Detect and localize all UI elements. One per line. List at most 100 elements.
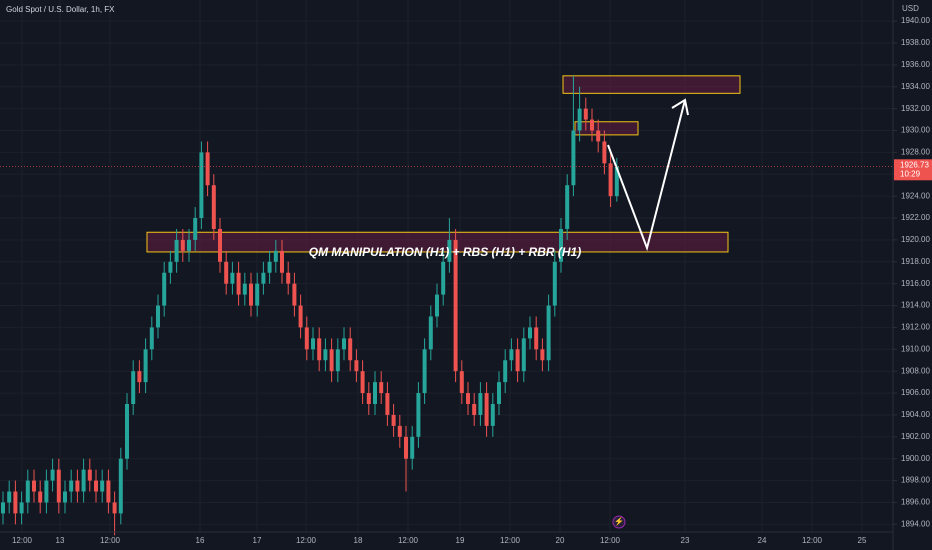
x-tick-label: 16: [196, 536, 205, 545]
y-tick-label: 1902.00: [901, 432, 930, 441]
candle-body: [81, 469, 86, 492]
candle-body: [106, 480, 111, 503]
projection-arrow: [607, 99, 686, 252]
candle-body: [205, 152, 210, 186]
candle-body: [447, 239, 452, 262]
candle-body: [168, 261, 173, 273]
candle-body: [335, 349, 340, 372]
candle-body: [596, 130, 601, 142]
candle-body: [342, 338, 346, 350]
zone: [146, 231, 729, 253]
candle-body: [577, 108, 582, 131]
candle-body: [484, 393, 489, 426]
candle-body: [397, 425, 402, 437]
candle-body: [218, 228, 222, 262]
x-tick-label: 12:00: [802, 536, 823, 545]
candle-body: [162, 272, 167, 306]
candle-body: [174, 239, 179, 262]
candle-body: [608, 163, 613, 197]
candle-body: [410, 436, 415, 459]
candle-body: [32, 480, 36, 492]
axes: 1894.00 1896.00 1898.00 1900.00 1902.00 1904.…: [0, 16, 932, 545]
candle-body: [50, 469, 55, 481]
candle-body: [497, 382, 501, 405]
candle-body: [267, 261, 272, 273]
arrow-head: [671, 98, 689, 116]
candle-body: [280, 250, 284, 273]
grid: [0, 0, 893, 532]
candle-body: [100, 480, 105, 492]
x-tick-label: 17: [253, 536, 262, 545]
candle-body: [515, 349, 520, 372]
candle-body: [261, 272, 266, 284]
candle-body: [149, 327, 154, 350]
candle-body: [317, 338, 322, 361]
candle-body: [546, 305, 551, 361]
currency: USD: [902, 4, 919, 13]
x-tick-label: 12:00: [296, 536, 317, 545]
y-tick-label: 1896.00: [901, 498, 930, 507]
candle-body: [478, 393, 483, 415]
candle-body: [143, 349, 148, 383]
candle-body: [602, 141, 607, 164]
y-tick-label: 1916.00: [901, 279, 930, 288]
candle-body: [38, 491, 43, 503]
candle-body: [571, 130, 576, 186]
candle-body: [466, 393, 470, 405]
y-tick-label: 1912.00: [901, 323, 930, 332]
candle-body: [565, 185, 570, 229]
candle-body: [540, 349, 545, 361]
zone: [574, 121, 639, 136]
candle-body: [25, 480, 30, 503]
candle-body: [360, 371, 365, 394]
candle-body: [416, 393, 421, 437]
candle-body: [354, 360, 359, 372]
candle-body: [311, 338, 315, 350]
candle-body: [273, 250, 278, 262]
candle-body: [490, 404, 495, 426]
candle-body: [94, 480, 98, 492]
x-tick-label: 24: [758, 536, 767, 545]
candle-body: [441, 261, 446, 295]
x-tick-label: 13: [56, 536, 65, 545]
candles: [1, 75, 619, 536]
candle-body: [255, 283, 260, 306]
candle-body: [69, 480, 74, 492]
candle-body: [459, 371, 464, 394]
y-tick-label: 1928.00: [901, 148, 930, 157]
candle-body: [112, 502, 117, 514]
candle-body: [422, 349, 427, 394]
candle-body: [75, 480, 80, 492]
candle-body: [583, 108, 588, 120]
candle-body: [366, 393, 371, 405]
candle-body: [125, 404, 129, 459]
last-price-box: [894, 159, 932, 181]
y-tick-label: 1932.00: [901, 104, 930, 113]
zone: [562, 75, 741, 94]
candle-body: [329, 349, 334, 372]
candle-body: [180, 239, 185, 251]
candle-body: [230, 272, 235, 284]
candle-body: [19, 502, 24, 514]
candle-body: [614, 166, 619, 197]
candle-body: [379, 382, 384, 394]
candle-body: [292, 283, 297, 306]
y-tick-label: 1900.00: [901, 454, 930, 463]
candle-body: [298, 305, 303, 328]
candle-body: [193, 218, 198, 240]
annotation: QM MANIPULATION (H1) + RBS (H1) + RBR (H…: [309, 245, 581, 259]
candle-body: [156, 305, 160, 328]
x-tick-label: 23: [681, 536, 690, 545]
candle-body: [224, 261, 229, 284]
event-icon-glyph: ⚡: [614, 516, 624, 526]
event-icon[interactable]: [612, 515, 626, 529]
candle-body: [552, 261, 557, 306]
candle-body: [385, 393, 390, 415]
y-tick-label: 1894.00: [901, 519, 930, 528]
x-tick-label: 12:00: [100, 536, 121, 545]
y-tick-label: 1938.00: [901, 38, 930, 47]
candle-body: [187, 239, 191, 251]
candle-body: [404, 436, 408, 459]
x-tick-label: 12:00: [500, 536, 521, 545]
